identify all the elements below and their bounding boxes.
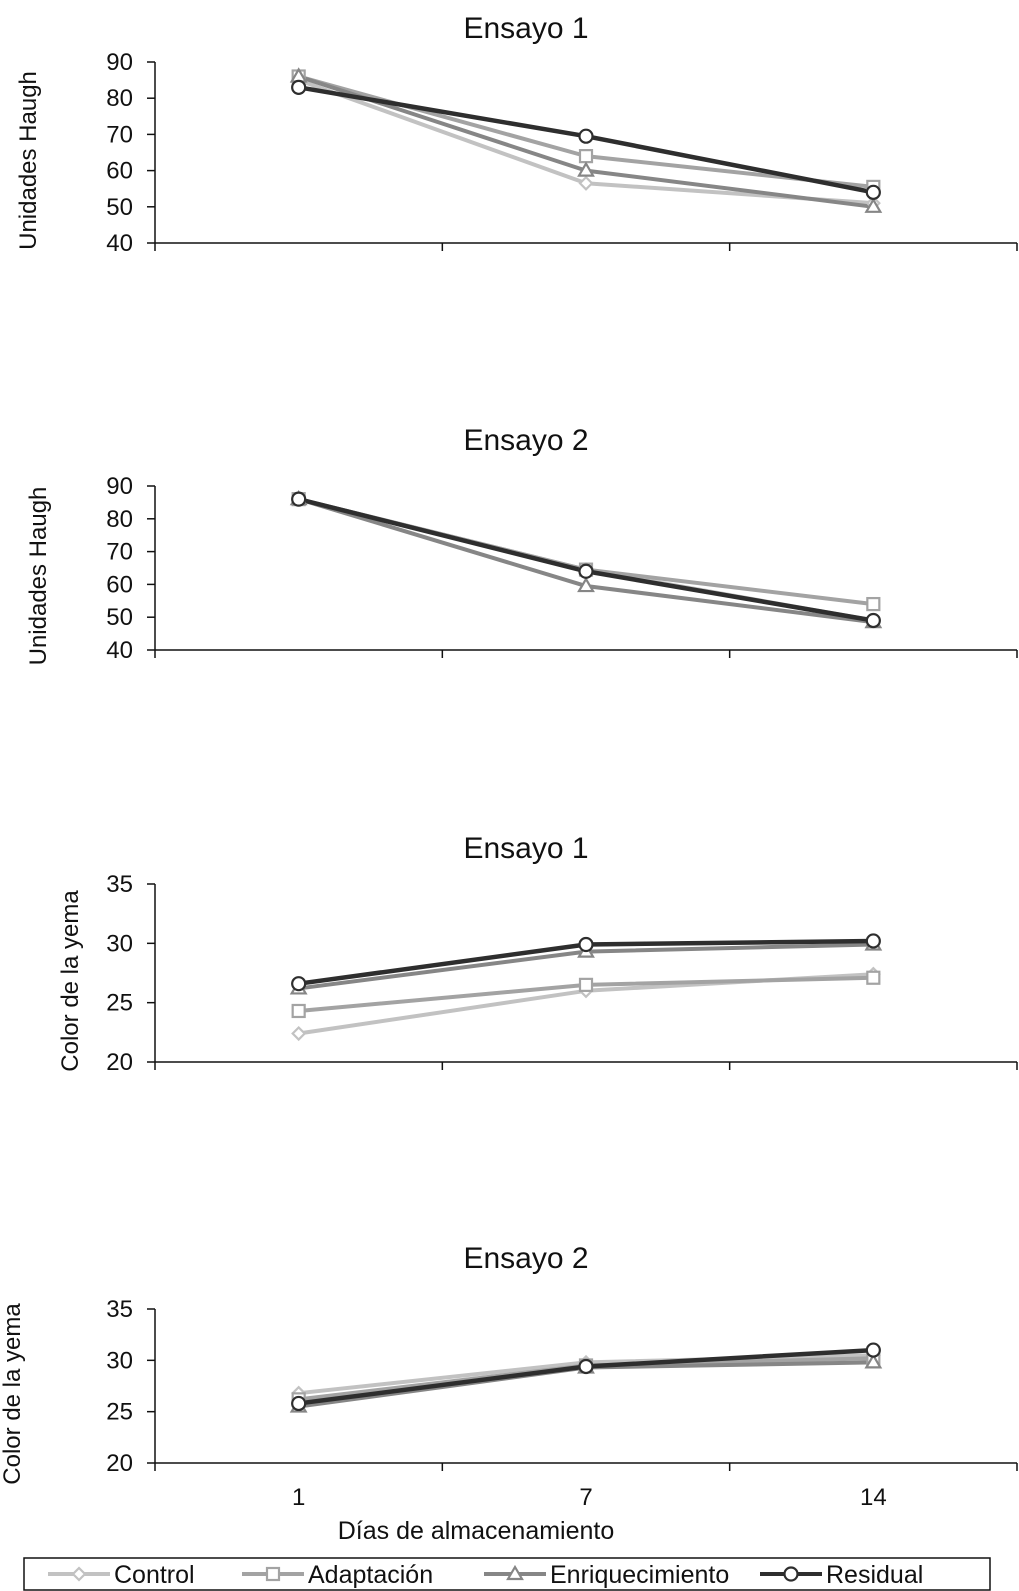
data-point-adaptación	[578, 149, 594, 164]
legend: Control Adaptación Enriquecimiento Residual	[23, 1557, 991, 1591]
x-axis-label: Días de almacenamiento	[338, 1517, 615, 1545]
y-tick-label: 80	[106, 85, 133, 112]
series-line-control	[298, 497, 874, 623]
x-tick-label: 14	[860, 1484, 887, 1511]
y-tick-label: 60	[106, 158, 133, 185]
data-point-residual	[865, 933, 881, 949]
y-tick-label: 70	[106, 121, 133, 148]
chart-panel-1: Ensayo 1 Unidades Haugh 40 50 60 70 80 90	[15, 12, 1018, 257]
y-tick-label: 35	[106, 1296, 133, 1323]
data-point-adaptación	[578, 977, 594, 992]
chart-title: Ensayo 2	[463, 1242, 588, 1275]
data-point-enriquecimiento	[577, 576, 595, 593]
y-tick-label: 70	[106, 539, 133, 566]
x-tick-label: 7	[579, 1484, 592, 1511]
legend-item-adaptación: Adaptación	[242, 1561, 433, 1589]
data-point-adaptación	[291, 1003, 306, 1019]
y-tick-label: 30	[106, 1347, 133, 1374]
series-line-residual	[298, 496, 874, 623]
legend-label: Residual	[826, 1561, 923, 1589]
y-tick-label: 30	[106, 930, 133, 957]
data-point-enriquecimiento	[864, 197, 883, 213]
y-tick-label: 25	[106, 990, 133, 1017]
legend-item-residual: Residual	[760, 1561, 923, 1589]
data-point-residual	[291, 79, 307, 95]
data-point-residual	[578, 128, 594, 144]
legend-label: Enriquecimiento	[550, 1561, 729, 1589]
data-point-control	[578, 175, 594, 191]
x-tick-label: 1	[292, 1484, 305, 1511]
legend-item-enriquecimiento: Enriquecimiento	[484, 1561, 729, 1589]
y-axis-label: Unidades Haugh	[15, 71, 42, 250]
data-point-residual	[291, 976, 307, 992]
legend-marker-circle	[783, 1566, 799, 1582]
data-point-enriquecimiento	[577, 161, 595, 177]
y-axis-label: Unidades Haugh	[25, 487, 52, 666]
chart-panel-2: Ensayo 2 Unidades Haugh 40 50 60 70 80 90	[25, 424, 1018, 666]
y-tick-label: 40	[106, 637, 133, 664]
y-tick-label: 35	[106, 871, 133, 898]
y-tick-label: 25	[106, 1399, 133, 1426]
legend-item-control: Control	[48, 1561, 195, 1589]
data-point-control	[291, 1025, 307, 1042]
data-point-residual	[578, 1358, 594, 1375]
data-point-residual	[865, 612, 881, 629]
data-point-adaptación	[866, 970, 881, 985]
y-tick-label: 90	[106, 473, 133, 500]
y-tick-label: 40	[106, 230, 133, 257]
legend-label: Control	[114, 1561, 195, 1589]
legend-label: Adaptación	[308, 1561, 433, 1589]
y-tick-label: 50	[106, 604, 133, 631]
chart-panel-3: Ensayo 1 Color de la yema 20 25 30 35	[57, 832, 1018, 1076]
data-point-residual	[865, 184, 881, 200]
data-point-residual	[291, 1395, 307, 1412]
chart-title: Ensayo 1	[463, 12, 588, 45]
y-tick-label: 80	[106, 506, 133, 533]
data-point-residual	[578, 563, 594, 579]
data-point-residual	[865, 1342, 881, 1358]
chart-panel-4: Ensayo 2 Color de la yema 20 25 30 35 1 7 14 Días…	[0, 1242, 1018, 1545]
data-point-residual	[291, 491, 307, 507]
y-tick-label: 20	[106, 1450, 133, 1477]
chart-title: Ensayo 1	[463, 832, 588, 865]
chart-title: Ensayo 2	[463, 424, 588, 457]
data-point-enriquecimiento	[864, 1353, 883, 1369]
y-axis-label: Color de la yema	[0, 1303, 26, 1485]
y-tick-label: 90	[106, 49, 133, 76]
y-tick-label: 50	[106, 194, 133, 221]
data-point-residual	[578, 936, 594, 953]
data-point-adaptación	[866, 596, 881, 612]
legend-box	[23, 1557, 991, 1591]
y-tick-label: 60	[106, 571, 133, 598]
y-axis-label: Color de la yema	[57, 890, 84, 1072]
y-tick-label: 20	[106, 1049, 133, 1076]
legend-marker-square	[265, 1566, 281, 1582]
legend-marker-triangle	[506, 1564, 524, 1581]
legend-marker-diamond	[71, 1566, 87, 1582]
